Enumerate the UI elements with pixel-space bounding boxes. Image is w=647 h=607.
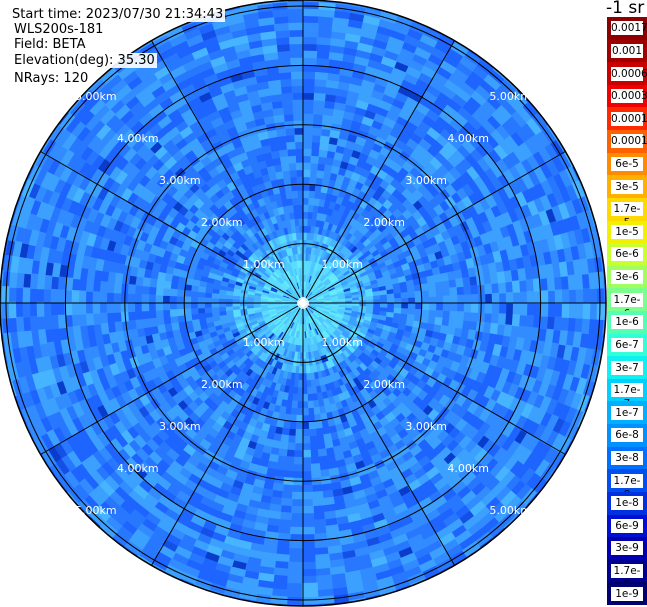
range-ring-label: 3.00km	[405, 174, 447, 187]
scale-label: 0.0017	[611, 21, 647, 36]
range-ring-label: 2.00km	[201, 378, 243, 391]
scale-label: 0.00017	[611, 111, 647, 126]
scale-label: 3e-7	[611, 360, 643, 375]
range-ring-labels: 1.00km 1.00km 1.00km 1.00km 2.00km 2.00km 2.00…	[75, 90, 531, 517]
scale-label: 3e-9	[611, 541, 643, 556]
scale-label: 1.7e-6	[611, 292, 643, 320]
radar-cell-group	[1, 1, 607, 598]
scale-label: 1e-9	[611, 586, 643, 601]
range-ring-label: 3.00km	[159, 420, 201, 433]
scale-label: 1.7e-9	[611, 564, 643, 591]
range-ring-label: 5.00km	[489, 90, 531, 103]
scale-label: 6e-6	[611, 247, 643, 262]
scale-label: 3e-6	[611, 270, 643, 285]
scale-label: 0.001	[611, 43, 643, 58]
range-ring-label: 4.00km	[117, 462, 159, 475]
azimuth-spoke	[302, 151, 566, 304]
range-ring-label: 1.00km	[243, 336, 285, 349]
nrays-label: NRays: 120	[12, 71, 91, 86]
azimuth-spoke	[40, 151, 304, 304]
range-ring-label: 5.00km	[75, 504, 117, 517]
scale-label: 1e-8	[611, 496, 643, 511]
scale-label: 6e-7	[611, 337, 643, 352]
radar-cell-group	[260, 260, 344, 339]
radar-cell-group	[0, 0, 604, 605]
color-scale-legend: 0.0017 0.001 0.0006 0.0003 0.00017 0.0001 6e-5…	[607, 17, 647, 606]
range-ring-label: 2.00km	[363, 378, 405, 391]
scale-unit-label: -1 sr	[606, 0, 645, 18]
range-ring-label: 4.00km	[447, 132, 489, 145]
range-ring-label: 4.00km	[117, 132, 159, 145]
scale-label: 1e-5	[611, 224, 643, 239]
range-rings-and-spokes	[0, 0, 607, 607]
center-marker	[300, 297, 304, 304]
azimuth-spoke	[302, 40, 455, 304]
radar-cell-group	[0, 0, 606, 606]
range-ring-label: 1.00km	[243, 258, 285, 271]
range-ring-label: 2.00km	[363, 216, 405, 229]
scale-label: 1e-7	[611, 405, 643, 420]
scale-label: 1.7e-5	[611, 202, 643, 229]
device-label: WLS200s-181	[12, 22, 106, 37]
scale-label: 6e-9	[611, 518, 643, 533]
azimuth-spoke	[302, 302, 566, 455]
range-ring-label: 1.00km	[321, 336, 363, 349]
scale-label: 0.0006	[611, 66, 647, 81]
azimuth-spoke	[302, 302, 455, 566]
azimuth-spoke	[151, 40, 304, 304]
azimuth-spoke	[40, 302, 304, 455]
scale-label: 1e-6	[611, 315, 643, 330]
range-ring-label: 4.00km	[447, 462, 489, 475]
scale-label: 6e-5	[611, 157, 643, 171]
range-ring-label: 3.00km	[159, 174, 201, 187]
scale-label: 1.7e-8	[611, 473, 643, 501]
field-label: Field: BETA	[12, 37, 88, 52]
range-ring-label: 5.00km	[75, 90, 117, 103]
elevation-label: Elevation(deg): 35.30	[12, 53, 157, 68]
scale-label: 6e-8	[611, 428, 643, 443]
range-ring-label: 1.00km	[321, 258, 363, 271]
start-time-label: Start time: 2023/07/30 21:34:43	[10, 7, 226, 22]
range-ring-label: 5.00km	[489, 504, 531, 517]
scale-label: 0.0003	[611, 89, 647, 104]
range-ring-label: 3.00km	[405, 420, 447, 433]
scale-label: 0.0001	[611, 134, 647, 149]
azimuth-spoke	[151, 302, 304, 566]
scale-label: 1.7e-7	[611, 383, 643, 410]
scale-label: 3e-8	[611, 451, 643, 465]
scale-label: 3e-5	[611, 179, 643, 194]
range-ring-label: 2.00km	[201, 216, 243, 229]
